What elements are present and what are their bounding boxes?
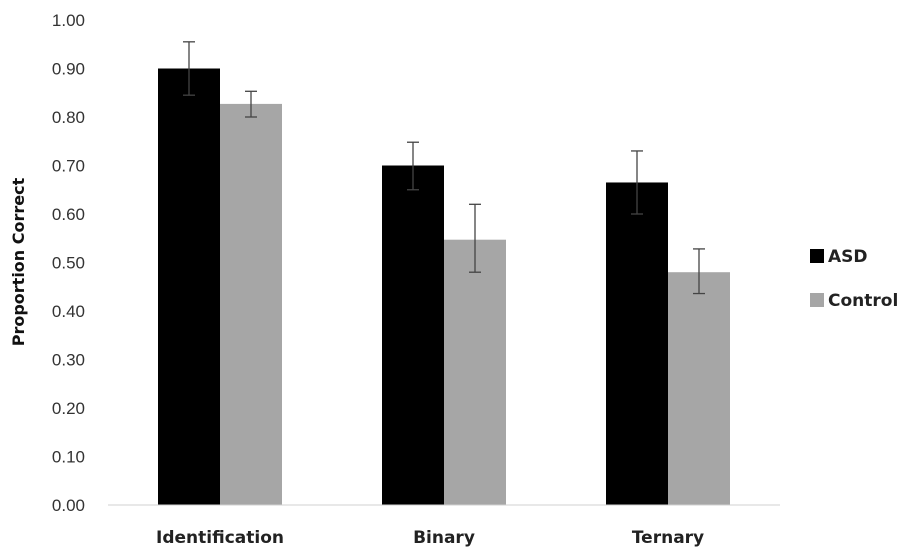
x-tick-label: Ternary bbox=[632, 528, 704, 548]
error-bar-asd-identification bbox=[183, 41, 195, 96]
bars bbox=[158, 68, 730, 505]
y-tick-label: 0.50 bbox=[52, 254, 85, 273]
legend-label-control: Control bbox=[828, 291, 898, 311]
bar-control-binary bbox=[444, 239, 506, 505]
error-bar-asd-binary bbox=[407, 141, 419, 191]
legend-swatch-asd bbox=[810, 249, 824, 263]
x-tick-label: Identification bbox=[156, 528, 284, 548]
legend: ASD Control bbox=[810, 247, 898, 311]
y-tick-label: 0.30 bbox=[52, 351, 85, 370]
y-tick-label: 0.70 bbox=[52, 157, 85, 176]
error-bar-asd-ternary bbox=[631, 150, 643, 215]
bar-control-identification bbox=[220, 103, 282, 505]
y-axis-title-group: Proportion Correct bbox=[9, 177, 28, 346]
y-tick-labels: 0.00 0.10 0.20 0.30 0.40 0.50 0.60 0.70 0.80 0.90… bbox=[52, 11, 85, 515]
y-tick-label: 0.10 bbox=[52, 448, 85, 467]
y-tick-label: 0.90 bbox=[52, 60, 85, 79]
error-bar-control-ternary bbox=[693, 248, 705, 295]
y-tick-label: 1.00 bbox=[52, 11, 85, 30]
bar-asd-identification bbox=[158, 68, 220, 505]
legend-swatch-control bbox=[810, 293, 824, 307]
y-tick-label: 0.00 bbox=[52, 496, 85, 515]
y-tick-label: 0.40 bbox=[52, 302, 85, 321]
legend-label-asd: ASD bbox=[828, 247, 868, 267]
x-tick-labels: Identification Binary Ternary bbox=[156, 528, 704, 548]
error-bar-control-identification bbox=[245, 90, 257, 118]
error-bar-control-binary bbox=[469, 203, 481, 273]
y-tick-label: 0.20 bbox=[52, 399, 85, 418]
y-axis-title: Proportion Correct bbox=[9, 177, 28, 346]
bar-control-ternary bbox=[668, 272, 730, 505]
error-bars bbox=[183, 41, 705, 295]
y-tick-label: 0.60 bbox=[52, 205, 85, 224]
y-tick-label: 0.80 bbox=[52, 108, 85, 127]
bar-asd-ternary bbox=[606, 182, 668, 505]
bar-asd-binary bbox=[382, 165, 444, 505]
x-tick-label: Binary bbox=[413, 528, 475, 548]
